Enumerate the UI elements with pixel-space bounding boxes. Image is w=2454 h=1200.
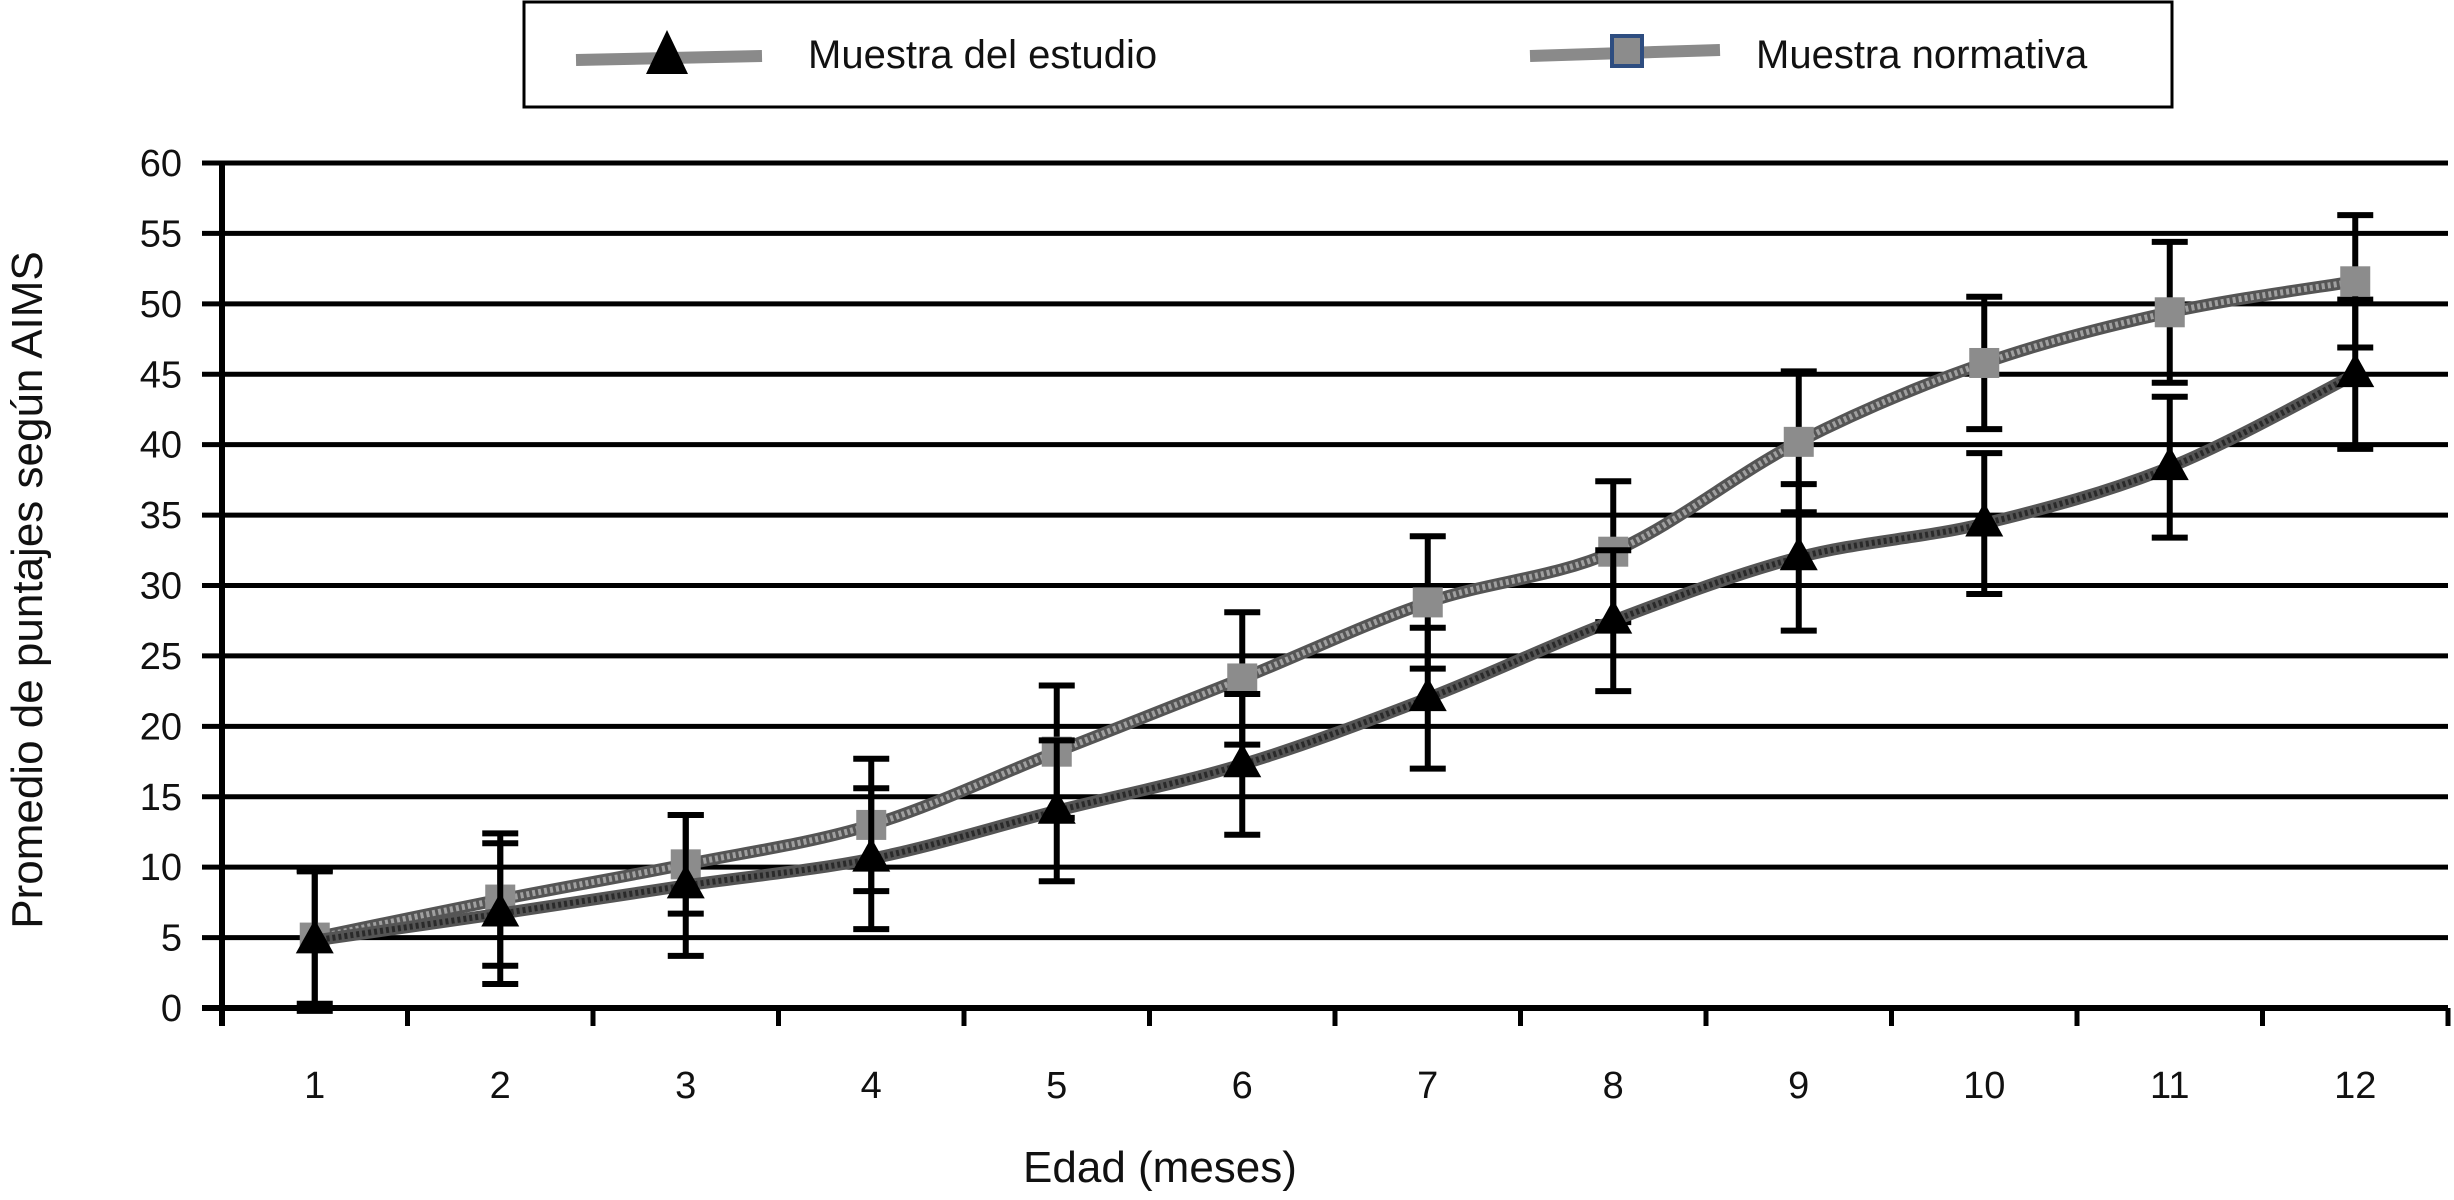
- legend-entry-muestra-del-estudio: Muestra del estudio: [575, 30, 1157, 77]
- legend-box: [522, 0, 2174, 109]
- x-tick-label-8: 8: [1603, 1065, 1624, 1107]
- y-tick-label-0: 0: [161, 988, 182, 1030]
- data-point-muestra-del-estudio-8: [1594, 599, 1633, 634]
- y-tick-label-55: 55: [140, 213, 182, 255]
- legend-square-icon: [1610, 34, 1644, 68]
- y-tick-label-35: 35: [140, 495, 182, 537]
- data-point-muestra-normativa-11: [2154, 297, 2185, 328]
- y-axis-ticks: 0 5 10 15 20 25 30 35 40 45 50 55 60: [140, 143, 222, 1030]
- y-tick-label-5: 5: [161, 918, 182, 960]
- legend-triangle-icon: [646, 30, 688, 74]
- data-point-muestra-del-estudio-4: [852, 837, 891, 872]
- series-line-muestra-normativa: [314, 278, 2356, 941]
- data-point-muestra-del-estudio-7: [1408, 677, 1447, 712]
- legend-label-muestra-del-estudio: Muestra del estudio: [808, 33, 1157, 77]
- data-point-muestra-del-estudio-9: [1779, 536, 1818, 571]
- legend-label-muestra-normativa: Muestra normativa: [1756, 33, 2088, 77]
- data-point-muestra-normativa-9: [1783, 426, 1814, 457]
- y-tick-label-25: 25: [140, 636, 182, 678]
- x-tick-label-10: 10: [1963, 1065, 2005, 1107]
- y-tick-label-60: 60: [140, 143, 182, 185]
- y-tick-label-10: 10: [140, 847, 182, 889]
- y-tick-label-20: 20: [140, 706, 182, 748]
- x-tick-label-2: 2: [490, 1065, 511, 1107]
- y-tick-label-15: 15: [140, 777, 182, 819]
- x-tick-label-11: 11: [2150, 1065, 2189, 1107]
- x-axis-title: Edad (meses): [1023, 1143, 1297, 1192]
- data-point-muestra-normativa-7: [1412, 587, 1443, 618]
- x-tick-label-3: 3: [675, 1065, 696, 1107]
- x-tick-label-5: 5: [1046, 1065, 1067, 1107]
- x-tick-label-9: 9: [1788, 1065, 1809, 1107]
- legend-entry-muestra-normativa: Muestra normativa: [1529, 33, 2088, 77]
- y-tick-label-40: 40: [140, 425, 182, 467]
- gridlines: [222, 160, 2448, 941]
- data-point-muestra-del-estudio-1: [295, 919, 334, 954]
- series-line-muestra-del-estudio: [314, 371, 2357, 944]
- x-tick-label-4: 4: [861, 1065, 882, 1107]
- series-muestra-del-estudio: [295, 296, 2375, 1014]
- x-tick-label-6: 6: [1232, 1065, 1253, 1107]
- legend: Muestra del estudio Muestra normativa: [522, 0, 2174, 109]
- y-tick-label-50: 50: [140, 284, 182, 326]
- data-point-muestra-del-estudio-2: [481, 892, 520, 927]
- data-point-muestra-normativa-10: [1969, 347, 2000, 378]
- data-point-muestra-del-estudio-11: [2150, 446, 2189, 481]
- series-muestra-normativa: [296, 212, 2374, 1007]
- data-point-muestra-normativa-6: [1227, 663, 1258, 694]
- y-axis-title: Promedio de puntajes según AIMS: [3, 251, 52, 929]
- data-point-muestra-del-estudio-3: [666, 864, 705, 899]
- data-point-muestra-del-estudio-12: [2336, 353, 2375, 388]
- y-tick-label-45: 45: [140, 354, 182, 396]
- x-tick-label-1: 1: [304, 1065, 325, 1107]
- data-point-muestra-del-estudio-5: [1037, 789, 1076, 824]
- x-tick-label-7: 7: [1417, 1065, 1438, 1107]
- x-axis-ticks: 1 2 3 4 5 6 7 8 9 10 11 12: [219, 1008, 2451, 1107]
- data-point-muestra-del-estudio-6: [1223, 743, 1262, 778]
- data-point-muestra-normativa-12: [2340, 266, 2371, 297]
- plot-area: [295, 212, 2375, 1014]
- series-line-casing-muestra-normativa: [308, 275, 2362, 944]
- x-tick-label-12: 12: [2334, 1065, 2376, 1107]
- data-point-muestra-del-estudio-10: [1965, 502, 2004, 537]
- y-tick-label-30: 30: [140, 566, 182, 608]
- axes: [202, 163, 2448, 1026]
